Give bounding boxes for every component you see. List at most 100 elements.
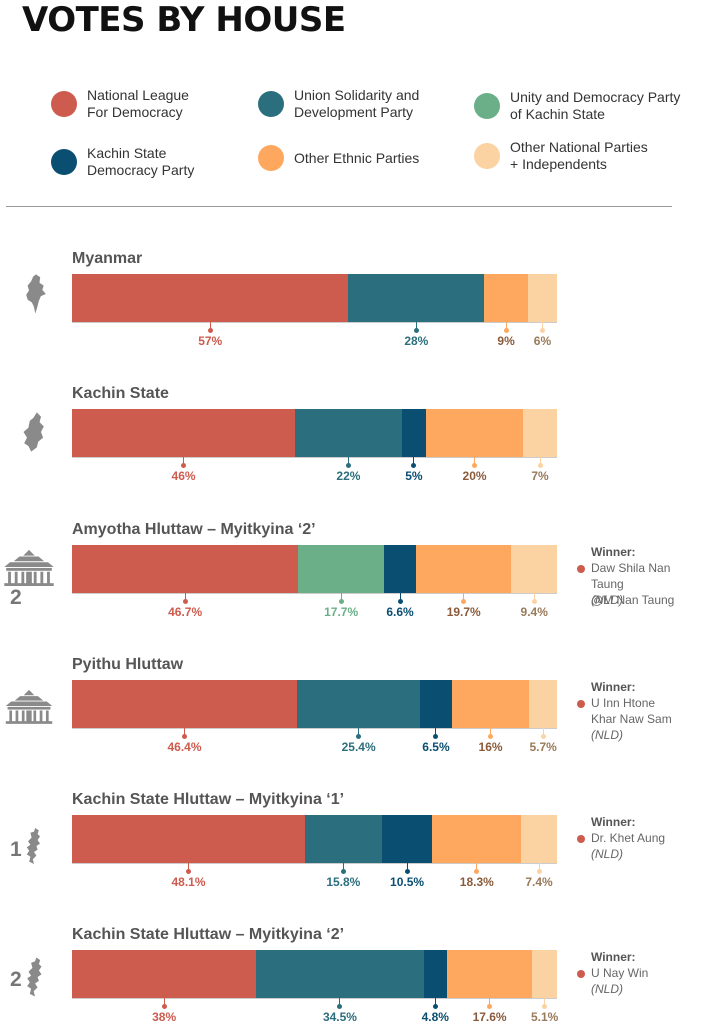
value-tick — [184, 593, 186, 601]
parliament-building-icon — [2, 548, 56, 591]
value-tick-dot — [537, 463, 543, 468]
stacked-bar — [72, 680, 557, 728]
bar-segment-nld — [72, 274, 349, 322]
data-label-ethnic: 20% — [462, 469, 487, 483]
legend-swatch — [258, 145, 284, 171]
bar-segment-other — [527, 274, 557, 322]
bar-segment-nld — [72, 409, 296, 457]
value-tick-dot — [461, 599, 467, 604]
bar-baseline — [72, 728, 557, 729]
district-number-badge: 1 — [10, 838, 22, 861]
bar-segment-nld — [72, 680, 298, 728]
value-tick-dot — [340, 869, 346, 874]
value-tick — [184, 728, 186, 736]
legend-item-usdp: Union Solidarity and Development Party — [258, 87, 419, 121]
value-tick — [163, 998, 165, 1006]
bar-baseline — [72, 863, 557, 864]
value-tick-dot — [337, 1004, 343, 1009]
bar-segment-ksdp — [381, 815, 433, 863]
value-tick-dot — [472, 463, 478, 468]
legend-label: Unity and Democracy Party of Kachin Stat… — [510, 89, 681, 122]
bar-segment-other — [511, 545, 557, 593]
legend-swatch — [51, 91, 77, 117]
data-label-ksdp: 6.6% — [386, 605, 414, 619]
winner-name: U Inn Htone Khar Naw Sam — [591, 696, 672, 726]
data-label-other: 5.1% — [530, 1010, 559, 1024]
value-tick — [339, 998, 341, 1006]
value-tick — [415, 322, 417, 330]
stacked-bar — [72, 274, 557, 322]
data-label-nld: 46% — [171, 469, 196, 483]
value-tick-dot — [207, 328, 213, 333]
data-label-usdp: 25.4% — [341, 740, 376, 754]
value-tick — [183, 457, 185, 465]
kachin-map-icon — [20, 404, 48, 465]
bar-segment-nld — [72, 815, 306, 863]
value-tick — [188, 863, 190, 871]
data-label-ethnic: 17.6% — [472, 1010, 507, 1024]
data-label-ethnic: 19.7% — [446, 605, 481, 619]
value-tick — [542, 728, 544, 736]
row-title: Myanmar — [72, 250, 143, 267]
bar-segment-ethnic — [451, 680, 530, 728]
value-tick — [544, 998, 546, 1006]
bar-segment-udpks — [298, 545, 385, 593]
row-title: Pyithu Hluttaw — [72, 656, 184, 673]
value-tick — [533, 593, 535, 601]
bar-segment-ethnic — [484, 274, 528, 322]
data-label-nld: 38% — [152, 1010, 177, 1024]
value-tick-dot — [161, 1004, 167, 1009]
bar-segment-nld — [72, 950, 257, 998]
bar-segment-ksdp — [384, 545, 416, 593]
bar-segment-ethnic — [432, 815, 522, 863]
value-tick — [435, 728, 437, 736]
value-tick — [474, 457, 476, 465]
winner-party: (NLD) — [591, 847, 623, 861]
value-tick-dot — [540, 734, 546, 739]
value-tick — [505, 322, 507, 330]
value-tick-dot — [539, 328, 545, 333]
legend-label: Union Solidarity and Development Party — [294, 87, 420, 120]
bar-segment-nld — [72, 545, 299, 593]
data-label-usdp: 22% — [336, 469, 361, 483]
winner-heading: Winner: — [591, 680, 636, 694]
district-number-badge: 2 — [10, 968, 22, 991]
bar-segment-usdp — [295, 409, 402, 457]
value-tick — [342, 863, 344, 871]
value-tick — [538, 863, 540, 871]
winner-party-dot — [577, 835, 585, 843]
legend-swatch — [51, 149, 77, 175]
value-tick-dot — [488, 734, 494, 739]
value-tick-dot — [404, 869, 410, 874]
bar-baseline — [72, 593, 557, 594]
value-tick — [358, 728, 360, 736]
value-tick-dot — [338, 599, 344, 604]
value-tick-dot — [542, 1004, 548, 1009]
legend-swatch — [474, 93, 500, 119]
stacked-bar — [72, 545, 557, 593]
value-tick — [406, 863, 408, 871]
data-label-ethnic: 16% — [478, 740, 503, 754]
value-tick-dot — [413, 328, 419, 333]
legend-item-ksdp: Kachin State Democracy Party — [51, 145, 194, 179]
constituency-map-icon — [22, 814, 46, 883]
legend-item-nld: National League For Democracy — [51, 87, 189, 121]
chart-title: VOTES BY HOUSE — [22, 0, 346, 40]
bar-segment-usdp — [297, 680, 421, 728]
value-tick — [489, 998, 491, 1006]
value-tick — [413, 457, 415, 465]
winner-party-dot — [577, 700, 585, 708]
legend-swatch — [258, 91, 284, 117]
value-tick-dot — [411, 463, 417, 468]
value-tick-dot — [503, 328, 509, 333]
bar-segment-ksdp — [420, 680, 452, 728]
data-label-udpks: 17.7% — [324, 605, 359, 619]
bar-segment-usdp — [348, 274, 485, 322]
legend-label: Other National Parties + Independents — [510, 139, 648, 172]
constituency-map-icon — [22, 947, 48, 1012]
winner-heading: Winner: — [591, 545, 636, 559]
value-tick — [347, 457, 349, 465]
bar-baseline — [72, 998, 557, 999]
data-label-nld: 48.1% — [171, 875, 206, 889]
